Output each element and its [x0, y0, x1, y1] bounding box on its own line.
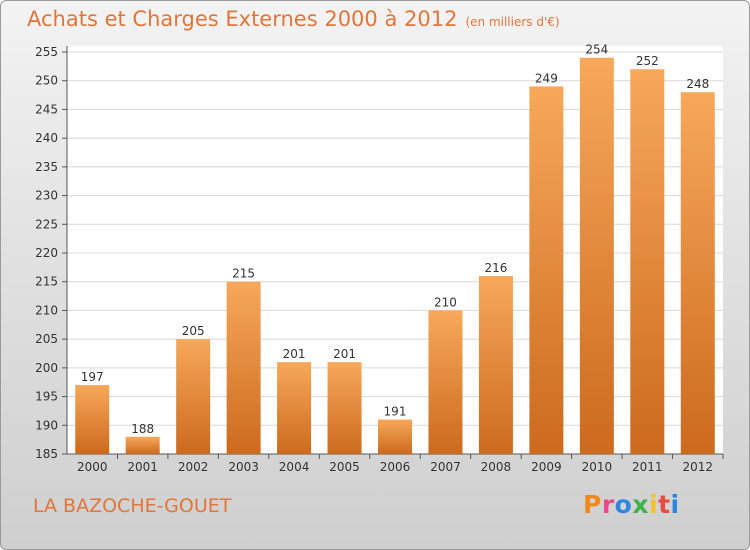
y-tick-labels: 185 190 195 200 205 210 215 220 225 230 235 240 245 2… — [35, 45, 67, 461]
y-tick-label: 200 — [35, 361, 58, 375]
y-tick-label: 240 — [35, 131, 58, 145]
y-tick-label: 255 — [35, 45, 58, 59]
bars — [75, 57, 715, 454]
data-label-2004: 201 — [283, 347, 306, 361]
y-tick-label: 220 — [35, 246, 58, 260]
logo-letter: t — [658, 490, 671, 519]
x-tick-labels: 2000 2001 2002 2003 2004 2005 2006 2007 2008 2009… — [77, 454, 724, 474]
plot-area — [67, 46, 723, 454]
x-tick-label-2010: 2010 — [582, 460, 613, 474]
data-label-2002: 205 — [182, 324, 205, 338]
x-tick-label-2004: 2004 — [279, 460, 310, 474]
logo-letter: o — [614, 490, 633, 519]
bar-2008 — [478, 275, 513, 454]
bar-2000 — [75, 385, 110, 454]
data-label-2001: 188 — [131, 422, 154, 436]
bar-2009 — [529, 86, 564, 454]
logo-letter: P — [583, 490, 602, 519]
data-label-2008: 216 — [484, 261, 507, 275]
logo-letter: i — [670, 490, 680, 519]
commune-name: LA BAZOCHE-GOUET — [33, 495, 232, 517]
data-label-2009: 249 — [535, 71, 558, 85]
bar-2002 — [176, 339, 211, 454]
bar-2007 — [428, 310, 463, 454]
y-tick-label: 185 — [35, 447, 58, 461]
bar-2006 — [378, 419, 412, 454]
y-tick-label: 245 — [35, 102, 58, 116]
data-label-2011: 252 — [636, 54, 659, 68]
y-tick-label: 250 — [35, 74, 58, 88]
x-tick-label-2008: 2008 — [481, 460, 512, 474]
proxiti-logo: Proxiti — [583, 490, 680, 519]
x-tick-label-2007: 2007 — [430, 460, 461, 474]
chart-title-text: Achats et Charges Externes 2000 à 2012 — [27, 7, 458, 31]
y-tick-label: 230 — [35, 189, 58, 203]
bar-2010 — [579, 57, 614, 454]
data-label-2012: 248 — [686, 77, 709, 91]
data-label-2000: 197 — [81, 370, 104, 384]
y-tick-label: 225 — [35, 217, 58, 231]
y-tick-label: 195 — [35, 390, 58, 404]
y-tick-label: 235 — [35, 160, 58, 174]
x-tick-label-2001: 2001 — [127, 460, 158, 474]
data-label-2006: 191 — [384, 405, 407, 419]
y-tick-label: 215 — [35, 275, 58, 289]
data-labels: 197 188 205 215 201 201 191 210 216 249 254 252 248 — [81, 43, 709, 436]
y-tick-label: 205 — [35, 332, 58, 346]
bar-2003 — [226, 281, 261, 454]
x-tick-label-2012: 2012 — [682, 460, 713, 474]
logo-letter: r — [601, 490, 615, 519]
data-label-2007: 210 — [434, 295, 457, 309]
x-tick-label-2005: 2005 — [329, 460, 360, 474]
y-tick-label: 190 — [35, 418, 58, 432]
x-tick-label-2003: 2003 — [228, 460, 259, 474]
logo-letter: x — [632, 490, 649, 519]
x-tick-label-2000: 2000 — [77, 460, 108, 474]
x-tick-label-2006: 2006 — [380, 460, 411, 474]
bar-2012 — [680, 92, 715, 454]
logo-letter: i — [649, 490, 659, 519]
data-label-2005: 201 — [333, 347, 356, 361]
x-tick-label-2002: 2002 — [178, 460, 209, 474]
x-tick-label-2009: 2009 — [531, 460, 562, 474]
data-label-2010: 254 — [585, 43, 608, 57]
bar-2004 — [277, 362, 312, 454]
x-tick-label-2011: 2011 — [632, 460, 663, 474]
bar-2011 — [630, 69, 665, 454]
bar-2005 — [327, 362, 362, 454]
y-tick-label: 210 — [35, 303, 58, 317]
chart-title: Achats et Charges Externes 2000 à 2012 (e… — [27, 7, 560, 31]
bar-2001 — [125, 436, 160, 454]
data-label-2003: 215 — [232, 267, 255, 281]
chart-subtitle: (en milliers d'€) — [465, 15, 560, 29]
